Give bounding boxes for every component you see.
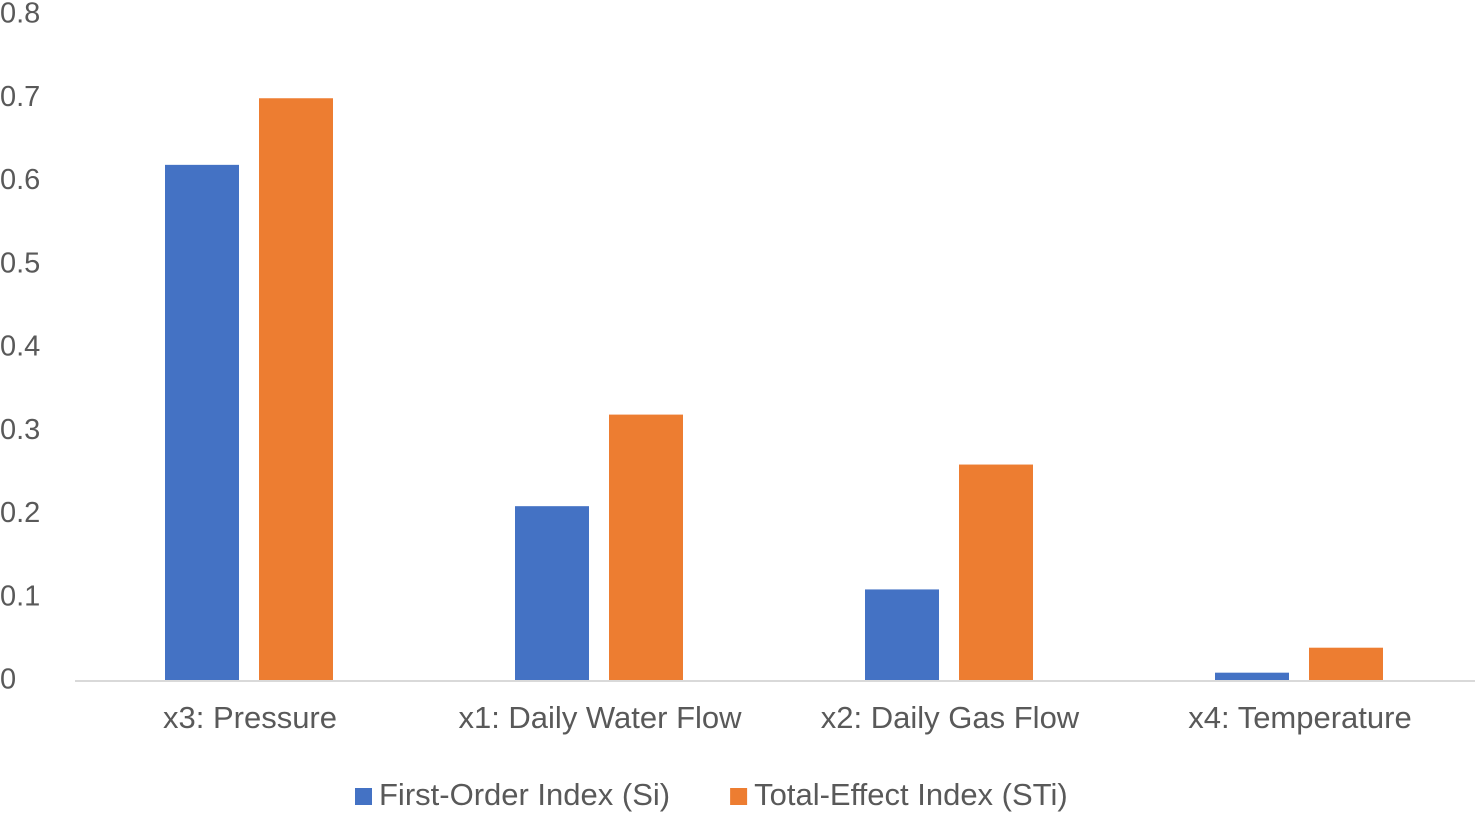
- x-tick-label: x3: Pressure: [163, 700, 337, 735]
- y-tick-label: 0.4: [0, 331, 40, 363]
- y-tick-label: 0.2: [0, 497, 40, 529]
- y-tick-label: 0.5: [0, 247, 40, 279]
- y-tick-label: 0.7: [0, 81, 40, 113]
- bar: [1309, 647, 1383, 681]
- legend-label: First-Order Index (Si): [379, 777, 670, 812]
- x-tick-label: x1: Daily Water Flow: [458, 700, 742, 735]
- y-tick-label: 0.1: [0, 580, 40, 612]
- bar: [1215, 672, 1289, 681]
- bar: [865, 589, 939, 681]
- legend-label: Total-Effect Index (STi): [754, 777, 1068, 812]
- y-tick-label: 0: [0, 664, 16, 696]
- y-tick-label: 0.3: [0, 414, 40, 446]
- y-tick-label: 0.8: [0, 0, 40, 30]
- x-tick-label: x4: Temperature: [1188, 700, 1411, 735]
- bar: [959, 464, 1033, 681]
- bar: [165, 164, 239, 682]
- bar: [515, 506, 589, 681]
- x-tick-label: x2: Daily Gas Flow: [821, 700, 1080, 735]
- bar: [259, 98, 333, 681]
- bar: [609, 414, 683, 681]
- y-tick-label: 0.6: [0, 164, 40, 196]
- legend-swatch: [355, 788, 372, 805]
- legend-swatch: [730, 788, 748, 805]
